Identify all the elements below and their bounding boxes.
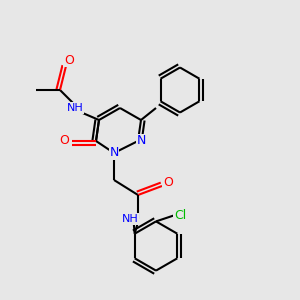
Text: NH: NH xyxy=(122,214,139,224)
Text: O: O xyxy=(60,134,69,148)
Text: O: O xyxy=(64,53,74,67)
Text: Cl: Cl xyxy=(174,209,186,222)
Text: N: N xyxy=(109,146,119,160)
Text: O: O xyxy=(163,176,173,190)
Text: N: N xyxy=(136,134,146,148)
Text: NH: NH xyxy=(67,103,83,113)
